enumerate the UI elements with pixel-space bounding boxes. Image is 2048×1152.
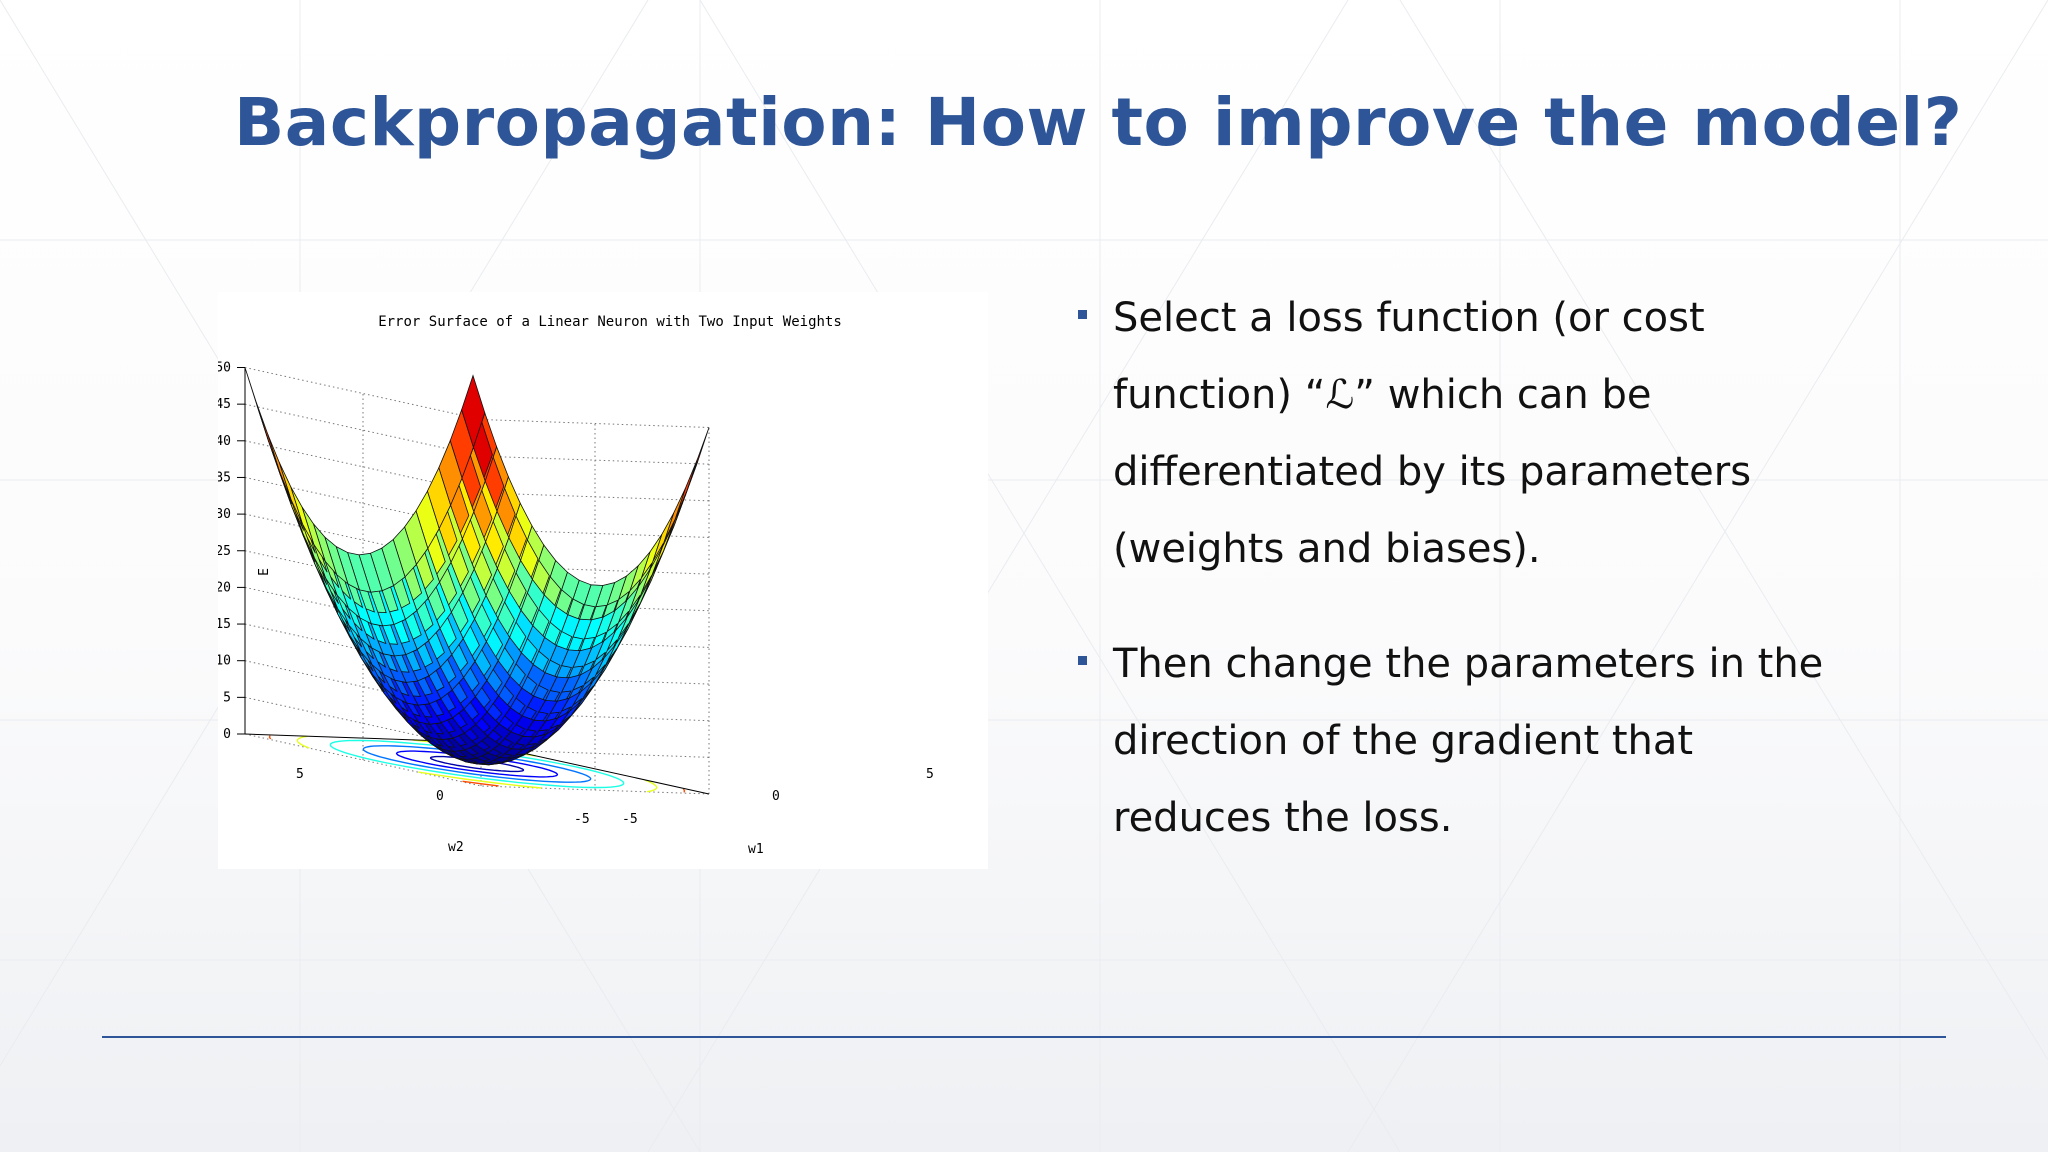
- bullet-text: Select a loss function (or cost function…: [1113, 295, 1752, 572]
- w2-axis-label: w2: [448, 840, 464, 855]
- z-axis-ticks: 0 5 10 15 20 25 30 35 40 45 50: [218, 361, 245, 742]
- footer-divider: [102, 1036, 1946, 1038]
- z-tick-label: 30: [218, 507, 231, 522]
- bullet-list: Select a loss function (or cost function…: [1078, 280, 1838, 895]
- w1-tick-0: 0: [772, 789, 780, 804]
- z-tick-label: 20: [218, 580, 231, 595]
- z-tick-label: 0: [223, 727, 231, 742]
- z-tick-label: 15: [218, 617, 231, 632]
- contour-line: [644, 779, 658, 793]
- z-tick-label: 10: [218, 654, 231, 669]
- z-tick-label: 25: [218, 544, 231, 559]
- z-axis-label: E: [257, 568, 272, 576]
- surface-patch: [278, 462, 303, 524]
- bullet-square-icon: [1078, 656, 1087, 665]
- w1-tick-neg5: -5: [622, 812, 638, 827]
- w2-tick-neg5: -5: [574, 812, 590, 827]
- w1-tick-5: 5: [926, 767, 934, 782]
- surface-mesh: [244, 367, 710, 766]
- contour-line: [418, 771, 542, 789]
- z-tick-label: 5: [223, 690, 231, 705]
- bullet-item: Then change the parameters in the direct…: [1078, 626, 1838, 857]
- bullet-text: Then change the parameters in the direct…: [1113, 641, 1824, 841]
- slide-title: Backpropagation: How to improve the mode…: [234, 84, 1963, 161]
- error-surface-figure: Error Surface of a Linear Neuron with Tw…: [218, 292, 988, 869]
- contour-line: [268, 735, 272, 740]
- z-tick-label: 40: [218, 434, 231, 449]
- w2-tick-0: 0: [436, 789, 444, 804]
- surface-patch: [290, 486, 315, 545]
- contour-line: [682, 788, 686, 793]
- contour-line: [462, 780, 499, 787]
- error-surface-plot: Error Surface of a Linear Neuron with Tw…: [218, 314, 934, 857]
- contour-line: [296, 735, 310, 749]
- surface-patch: [244, 367, 269, 441]
- z-tick-label: 35: [218, 470, 231, 485]
- figure-title: Error Surface of a Linear Neuron with Tw…: [378, 314, 842, 330]
- w1-axis-label: w1: [748, 842, 764, 857]
- bullet-square-icon: [1078, 310, 1087, 319]
- w2-tick-5: 5: [296, 767, 304, 782]
- z-tick-label: 45: [218, 397, 231, 412]
- z-tick-label: 50: [218, 361, 231, 376]
- bullet-item: Select a loss function (or cost function…: [1078, 280, 1838, 588]
